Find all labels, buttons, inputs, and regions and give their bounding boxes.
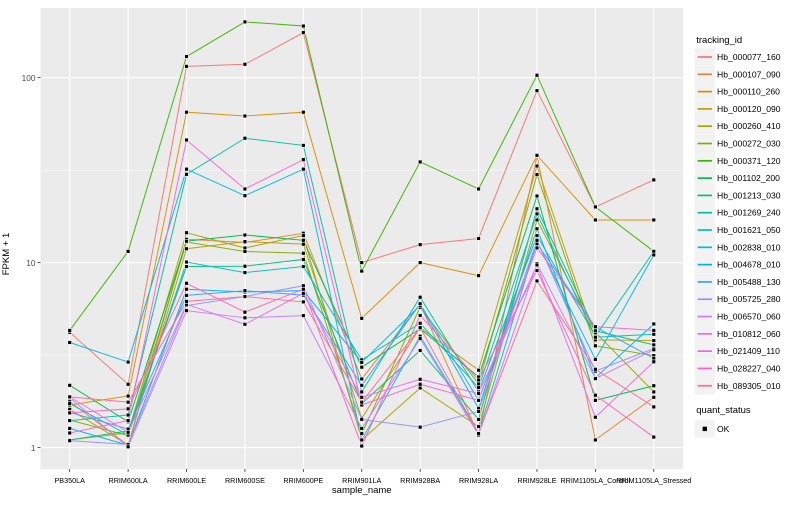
svg-text:Hb_000110_260: Hb_000110_260 (717, 87, 780, 97)
svg-text:sample_name: sample_name (332, 485, 392, 496)
svg-text:FPKM + 1: FPKM + 1 (1, 233, 12, 276)
svg-text:RRIM600SE: RRIM600SE (225, 476, 265, 485)
svg-text:RRIM928LE: RRIM928LE (517, 476, 556, 485)
svg-text:OK: OK (717, 424, 730, 434)
svg-text:RRIM600PE: RRIM600PE (283, 476, 323, 485)
svg-text:Hb_001102_200: Hb_001102_200 (717, 173, 780, 183)
svg-text:RRIM600LE: RRIM600LE (167, 476, 206, 485)
svg-text:Hb_004678_010: Hb_004678_010 (717, 260, 781, 270)
svg-text:Hb_002838_010: Hb_002838_010 (717, 242, 781, 252)
svg-text:Hb_000371_120: Hb_000371_120 (717, 156, 781, 166)
svg-text:Hb_000120_090: Hb_000120_090 (717, 104, 781, 114)
svg-text:Hb_001269_240: Hb_001269_240 (717, 208, 781, 218)
svg-text:Hb_005725_280: Hb_005725_280 (717, 294, 781, 304)
svg-text:Hb_089305_010: Hb_089305_010 (717, 381, 781, 391)
svg-text:RRIM1105LA_Stressed: RRIM1105LA_Stressed (616, 476, 691, 485)
svg-text:Hb_000260_410: Hb_000260_410 (717, 121, 781, 131)
svg-text:quant_status: quant_status (696, 405, 751, 416)
svg-text:Hb_005488_130: Hb_005488_130 (717, 277, 781, 287)
svg-text:100: 100 (22, 73, 36, 83)
svg-text:Hb_006570_060: Hb_006570_060 (717, 312, 781, 322)
svg-text:Hb_001621_050: Hb_001621_050 (717, 225, 781, 235)
svg-text:Hb_000272_030: Hb_000272_030 (717, 139, 781, 149)
svg-text:Hb_028227_040: Hb_028227_040 (717, 363, 781, 373)
svg-text:Hb_021409_110: Hb_021409_110 (717, 346, 780, 356)
svg-text:10: 10 (26, 258, 36, 268)
svg-text:Hb_001213_030: Hb_001213_030 (717, 190, 781, 200)
svg-text:Hb_010812_060: Hb_010812_060 (717, 329, 781, 339)
svg-text:RRIM600LA: RRIM600LA (109, 476, 148, 485)
svg-text:Hb_000107_090: Hb_000107_090 (717, 69, 781, 79)
svg-text:1: 1 (31, 443, 36, 453)
svg-text:RRIM901LA: RRIM901LA (342, 476, 381, 485)
svg-text:RRIM928LA: RRIM928LA (459, 476, 498, 485)
svg-text:PB350LA: PB350LA (55, 476, 86, 485)
svg-text:tracking_id: tracking_id (696, 35, 742, 46)
svg-text:Hb_000077_160: Hb_000077_160 (717, 52, 781, 62)
svg-text:RRIM928BA: RRIM928BA (400, 476, 440, 485)
